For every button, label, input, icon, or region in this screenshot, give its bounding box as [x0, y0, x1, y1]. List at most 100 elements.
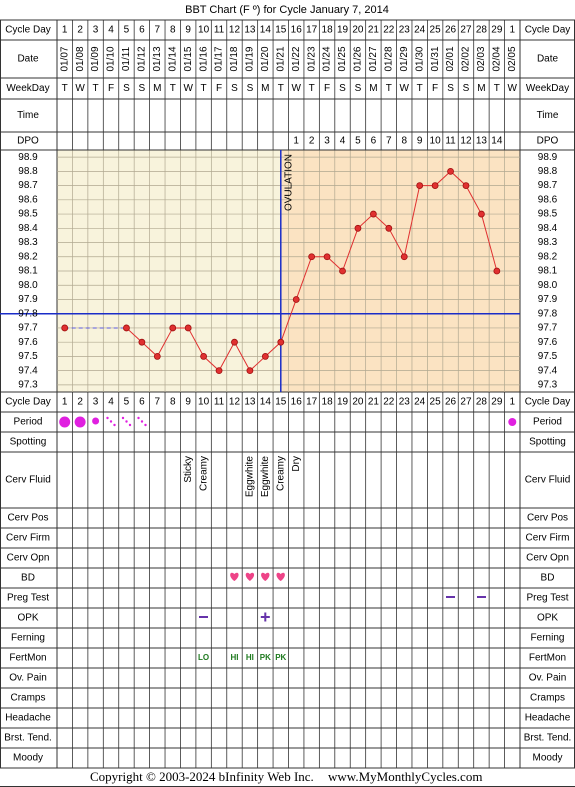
date-label: 02/02 [461, 46, 472, 71]
cycle-day-label: 24 [414, 25, 426, 36]
temp-point [447, 167, 454, 175]
temp-point [478, 210, 485, 218]
y-tick-label: 97.3 [538, 380, 558, 391]
dot [128, 423, 132, 427]
y-tick-label: 97.8 [538, 308, 558, 319]
cycle-day-label: 13 [244, 397, 256, 408]
temp-point [385, 224, 393, 232]
heart [276, 572, 285, 581]
dot [140, 420, 144, 423]
period-medium [92, 417, 100, 425]
cerv-fluid-label: Creamy [198, 456, 209, 491]
cycle-day-label: 18 [322, 397, 334, 408]
temp-point [400, 253, 408, 261]
dpo-label: 2 [309, 136, 315, 147]
cerv-fluid-label: Creamy [275, 456, 286, 491]
row-label: Preg Test [526, 593, 568, 604]
temp-point [261, 353, 269, 360]
cycle-day-label: 11 [214, 25, 225, 36]
copyright: Copyright © 2003-2024 bInfinity Web Inc. [90, 769, 314, 784]
temp-point [416, 182, 424, 189]
dpo-label: 4 [340, 136, 346, 147]
dpo-label: 5 [355, 136, 361, 147]
cycle-day-label: 7 [155, 25, 161, 36]
cycle-day-label: 27 [460, 397, 472, 408]
row-label: Moody [13, 753, 43, 764]
cycle-day-label: 29 [491, 397, 503, 408]
y-tick-label: 97.9 [18, 294, 38, 305]
row-label: Cycle Day [525, 25, 571, 36]
row-label: OPK [17, 613, 38, 624]
temp-point [138, 338, 146, 346]
bd-hearts [230, 572, 285, 581]
weekday-label: S [463, 83, 470, 94]
weekday-label: S [231, 83, 238, 94]
date-label: 01/23 [306, 46, 317, 71]
temp-point [123, 324, 130, 332]
row-label: Cycle Day [5, 397, 51, 408]
temp-point [493, 267, 501, 275]
fertmon-label: LO [198, 653, 209, 662]
date-label: 01/08 [75, 46, 86, 71]
period-heavy [74, 416, 86, 428]
row-label: Moody [532, 753, 562, 764]
cycle-day-label: 10 [198, 25, 210, 36]
period-medium [508, 418, 517, 426]
cycle-day-label: 6 [139, 25, 145, 36]
dot [137, 416, 140, 420]
cycle-day-label: 20 [352, 25, 364, 36]
dpo-label: 13 [476, 136, 488, 147]
chart-title: BBT Chart (F º) for Cycle January 7, 201… [185, 4, 389, 16]
row-label: Headache [5, 713, 51, 724]
y-tick-label: 98.8 [538, 166, 558, 177]
weekday-label: S [123, 83, 130, 94]
row-label: FertMon [9, 653, 46, 664]
weekday-label: T [494, 83, 500, 94]
date-label: 01/19 [245, 46, 256, 71]
cycle-day-label: 25 [430, 25, 442, 36]
row-label: BD [21, 573, 35, 584]
cycle-day-label: 9 [185, 25, 191, 36]
cycle-day-label: 15 [275, 25, 287, 36]
y-tick-label: 98.7 [538, 180, 558, 191]
row-label: Cramps [530, 693, 565, 704]
cycle-day-label: 12 [229, 397, 241, 408]
cycle-day-label: 19 [337, 25, 349, 36]
date-label: 01/20 [260, 46, 271, 71]
row-label: Brst. Tend. [4, 733, 52, 744]
row-label: Cerv Firm [526, 533, 570, 544]
dpo-label: 6 [371, 136, 377, 147]
cerv-fluid-label: Eggwhite [245, 456, 256, 498]
row-label: Headache [525, 713, 571, 724]
y-tick-label: 98.6 [538, 194, 558, 205]
weekday-label: M [153, 83, 161, 94]
row-label: Cramps [10, 693, 45, 704]
weekday-label: M [477, 83, 485, 94]
row-label: Date [17, 54, 39, 65]
date-label: 01/30 [414, 46, 425, 71]
row-label: WeekDay [6, 83, 49, 94]
dpo-label: 14 [491, 136, 503, 147]
date-label: 01/24 [322, 46, 333, 71]
row-label: Cerv Opn [7, 553, 50, 564]
cycle-day-label: 28 [476, 25, 488, 36]
y-tick-label: 98.5 [538, 209, 558, 220]
heart [230, 572, 239, 581]
weekday-label: S [139, 83, 146, 94]
weekday-label: M [261, 83, 269, 94]
y-tick-label: 98.1 [538, 266, 558, 277]
weekday-label: F [216, 83, 222, 94]
weekday-label: T [93, 83, 99, 94]
ovulation-label: OVULATION [283, 154, 294, 211]
heart [261, 572, 270, 581]
cycle-day-label: 2 [77, 397, 83, 408]
cycle-day-label: 17 [306, 25, 318, 36]
cycle-day-label: 18 [322, 25, 334, 36]
cerv-fluid-label: Sticky [183, 456, 194, 483]
date-label: 01/31 [430, 46, 441, 71]
date-label: 02/01 [445, 46, 456, 71]
date-label: 01/13 [152, 46, 163, 71]
row-label: Cerv Pos [527, 513, 568, 524]
date-label: 01/14 [167, 46, 178, 71]
date-label: 01/12 [137, 46, 148, 71]
